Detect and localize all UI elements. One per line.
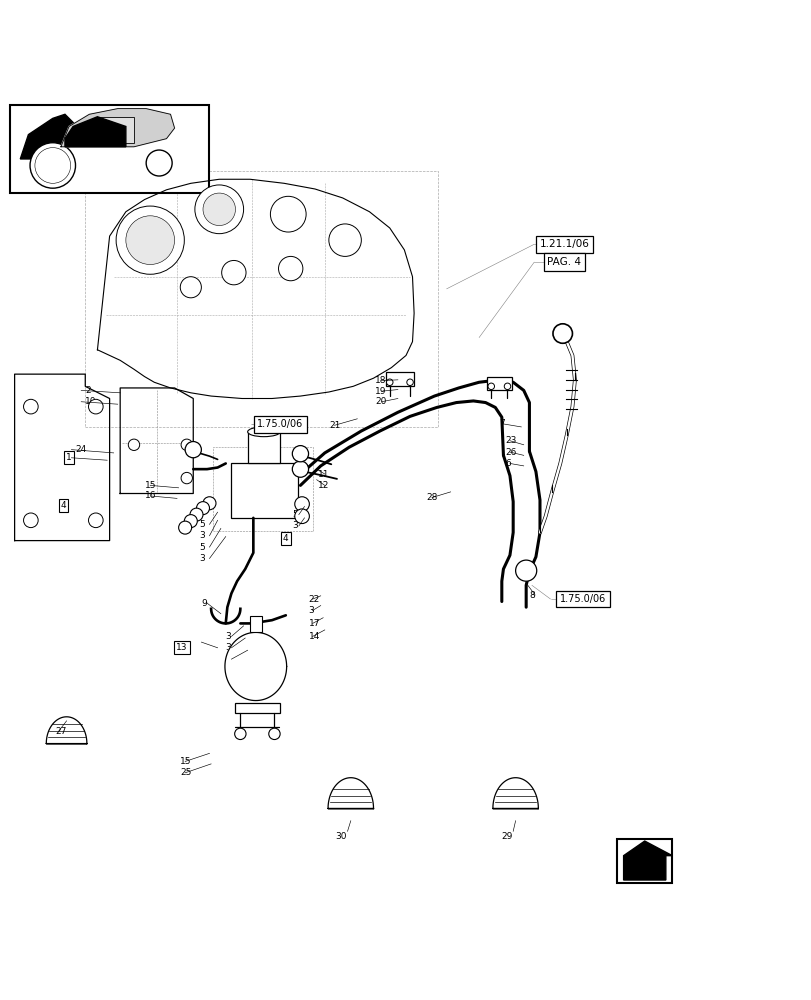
Polygon shape	[623, 841, 672, 880]
Circle shape	[178, 521, 191, 534]
Circle shape	[88, 513, 103, 528]
Circle shape	[552, 324, 572, 343]
Text: 13: 13	[176, 643, 187, 652]
Text: 24: 24	[75, 445, 87, 454]
Text: 2: 2	[85, 386, 91, 395]
Text: 4: 4	[283, 534, 288, 543]
Circle shape	[35, 148, 71, 183]
Circle shape	[221, 260, 246, 285]
Circle shape	[181, 439, 192, 450]
Text: 7: 7	[499, 419, 504, 428]
Text: 12: 12	[318, 481, 329, 490]
Text: 17: 17	[308, 619, 320, 628]
Bar	[247, 432, 280, 463]
Text: 30: 30	[335, 832, 346, 841]
Circle shape	[128, 439, 139, 450]
Text: 9: 9	[201, 599, 207, 608]
Text: 3: 3	[199, 554, 204, 563]
Circle shape	[195, 185, 243, 234]
Text: 1.21.1/06: 1.21.1/06	[539, 239, 589, 249]
Text: 1.75.0/06: 1.75.0/06	[257, 419, 303, 429]
Text: 14: 14	[308, 632, 320, 641]
Circle shape	[180, 277, 201, 298]
Text: PAG. 4: PAG. 4	[547, 257, 581, 267]
Text: 1: 1	[66, 453, 72, 462]
Text: 16: 16	[144, 491, 156, 500]
Text: 5: 5	[199, 520, 204, 529]
Text: 11: 11	[318, 470, 329, 479]
Circle shape	[24, 513, 38, 528]
Text: 15: 15	[144, 481, 156, 490]
Text: 27: 27	[55, 727, 67, 736]
Text: 15: 15	[180, 757, 191, 766]
Text: 5: 5	[199, 543, 204, 552]
Circle shape	[328, 224, 361, 256]
Text: 29: 29	[501, 832, 513, 841]
Circle shape	[487, 383, 494, 390]
Text: 5: 5	[225, 655, 231, 664]
Circle shape	[184, 515, 197, 528]
Bar	[97, 117, 134, 143]
Ellipse shape	[247, 427, 280, 437]
Circle shape	[294, 509, 309, 524]
Text: 18: 18	[375, 376, 386, 385]
Circle shape	[126, 216, 174, 265]
Polygon shape	[65, 117, 126, 147]
Circle shape	[386, 379, 393, 386]
Circle shape	[294, 497, 309, 511]
Text: 22: 22	[308, 595, 320, 604]
Bar	[385, 372, 414, 386]
Text: 21: 21	[328, 421, 340, 430]
Polygon shape	[46, 717, 87, 744]
Circle shape	[24, 399, 38, 414]
Bar	[235, 703, 280, 713]
Polygon shape	[328, 778, 373, 809]
Text: 3: 3	[225, 643, 231, 652]
Text: 3: 3	[292, 521, 298, 530]
Text: 23: 23	[504, 436, 516, 445]
Text: 4: 4	[61, 501, 66, 510]
Bar	[250, 616, 262, 632]
Circle shape	[185, 442, 201, 458]
Bar	[10, 105, 208, 193]
Circle shape	[515, 560, 536, 581]
Polygon shape	[225, 632, 286, 701]
Circle shape	[292, 446, 308, 462]
Text: 19: 19	[375, 387, 386, 396]
Text: 6: 6	[504, 459, 510, 468]
Circle shape	[88, 399, 103, 414]
Bar	[231, 463, 298, 518]
Circle shape	[504, 383, 510, 390]
Circle shape	[116, 206, 184, 274]
Circle shape	[203, 497, 216, 510]
Circle shape	[268, 728, 280, 740]
Text: 5: 5	[292, 510, 298, 519]
Polygon shape	[61, 109, 174, 147]
Text: 28: 28	[426, 493, 437, 502]
Text: 3: 3	[225, 632, 231, 641]
Circle shape	[278, 256, 303, 281]
Circle shape	[203, 193, 235, 226]
Text: 1.75.0/06: 1.75.0/06	[560, 594, 605, 604]
Text: 8: 8	[529, 591, 534, 600]
Text: 20: 20	[375, 397, 386, 406]
Text: 10: 10	[85, 397, 97, 406]
Text: 26: 26	[504, 448, 516, 457]
Bar	[487, 377, 511, 390]
Text: 3: 3	[308, 606, 314, 615]
Circle shape	[270, 196, 306, 232]
Bar	[616, 839, 672, 883]
Polygon shape	[492, 778, 538, 809]
Circle shape	[190, 508, 203, 521]
Circle shape	[181, 472, 192, 484]
Text: 3: 3	[199, 531, 204, 540]
Circle shape	[234, 728, 246, 740]
Circle shape	[196, 502, 209, 515]
Polygon shape	[20, 114, 77, 159]
Text: 25: 25	[180, 768, 191, 777]
Circle shape	[406, 379, 413, 386]
Circle shape	[30, 143, 75, 188]
Circle shape	[292, 461, 308, 477]
Circle shape	[146, 150, 172, 176]
